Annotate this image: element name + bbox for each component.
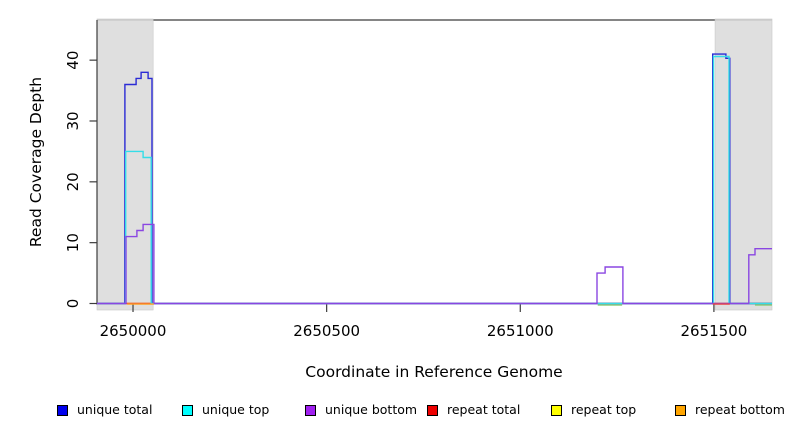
- legend-swatch-unique-total: [57, 404, 68, 416]
- x-tick-label: 2650500: [293, 322, 360, 340]
- y-tick-label: 10: [64, 233, 82, 252]
- legend-item-unique-bottom: unique bottom: [305, 401, 417, 419]
- x-tick-label: 2651000: [487, 322, 554, 340]
- legend-item-unique-top: unique top: [182, 401, 269, 419]
- legend-swatch-repeat-total: [427, 404, 438, 416]
- legend-label: repeat total: [447, 402, 521, 417]
- y-tick-label: 40: [64, 51, 82, 70]
- legend-swatch-repeat-bottom: [675, 404, 686, 416]
- x-axis-title: Coordinate in Reference Genome: [305, 363, 563, 381]
- y-tick-label: 30: [64, 111, 82, 130]
- legend-swatch-unique-top: [182, 404, 193, 416]
- legend-label: unique bottom: [325, 402, 418, 417]
- legend-item-unique-total: unique total: [57, 401, 152, 419]
- series-line-unique-total: [97, 53, 772, 305]
- legend-label: unique total: [77, 402, 153, 417]
- series-line-unique-top: [97, 55, 772, 305]
- legend-item-repeat-bottom: repeat bottom: [675, 401, 785, 419]
- legend-swatch-unique-bottom: [305, 404, 316, 416]
- legend-label: repeat bottom: [695, 402, 785, 417]
- series-line-unique-bottom: [97, 223, 772, 305]
- legend-item-repeat-total: repeat total: [427, 401, 520, 419]
- x-tick-label: 2651500: [681, 322, 748, 340]
- legend-swatch-repeat-top: [551, 404, 562, 416]
- y-axis-title: Read Coverage Depth: [27, 76, 45, 248]
- legend-item-repeat-top: repeat top: [551, 401, 636, 419]
- y-tick-label: 20: [64, 172, 82, 191]
- shaded-region-right: [714, 18, 773, 311]
- legend-label: repeat top: [571, 402, 637, 417]
- legend-label: unique top: [202, 402, 270, 417]
- y-tick-label: 0: [64, 299, 82, 309]
- x-tick-label: 2650000: [100, 322, 167, 340]
- legend: unique total unique top unique bottom repea…: [0, 401, 792, 425]
